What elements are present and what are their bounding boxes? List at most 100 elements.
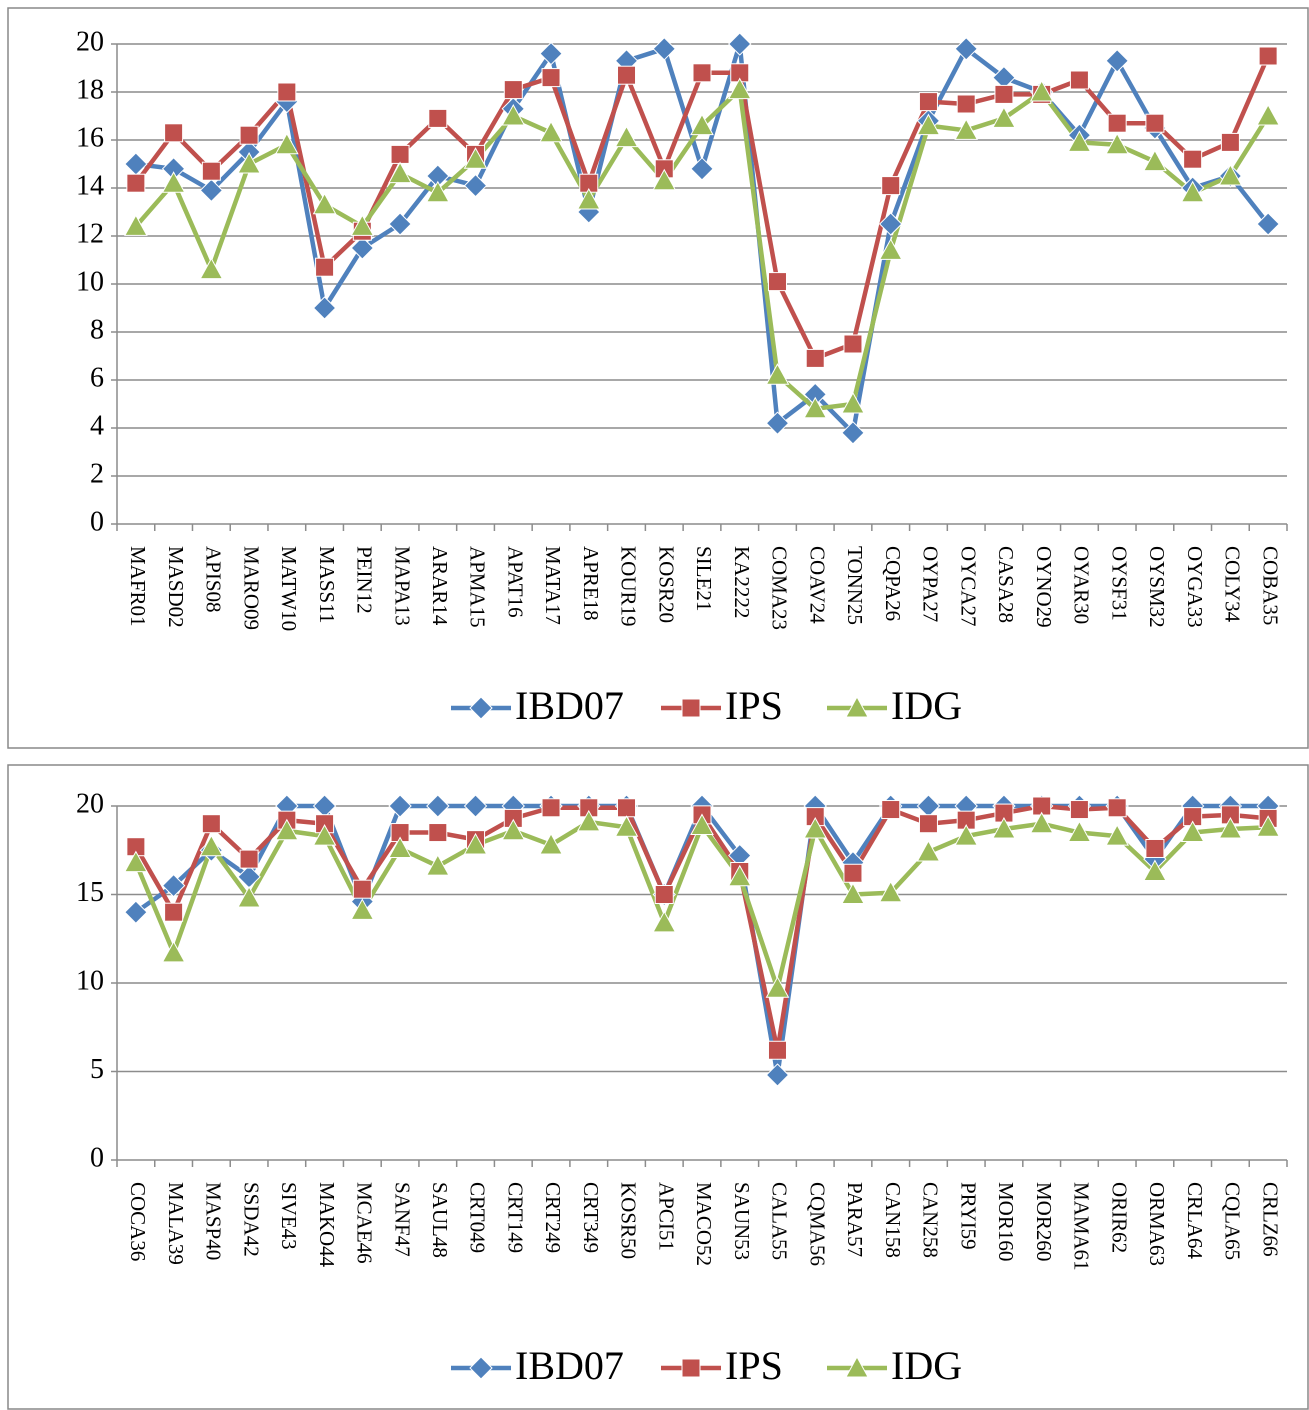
chart-frame	[7, 7, 1309, 749]
marker	[463, 147, 488, 169]
x-tick-label: MASD02	[164, 546, 188, 628]
marker	[428, 823, 448, 843]
x-tick-label: ORMA63	[1145, 1182, 1169, 1266]
marker	[690, 113, 714, 136]
marker	[878, 880, 903, 903]
marker	[916, 113, 941, 136]
x-tick-label: COBA35	[1258, 546, 1282, 625]
x-tick-label: CRLZ66	[1258, 1182, 1282, 1257]
marker	[614, 125, 639, 148]
marker	[161, 940, 186, 963]
x-tick-label: MOR160	[994, 1182, 1018, 1261]
marker	[239, 125, 259, 145]
marker	[274, 818, 299, 841]
x-tick-label: APAT16	[503, 546, 527, 618]
x-tick-label: CQLA65	[1221, 1182, 1245, 1260]
x-tick-label: MAKO44	[315, 1182, 339, 1268]
x-tick-label: MASP40	[202, 1182, 226, 1260]
x-tick-label: MCAE46	[353, 1182, 377, 1264]
legend-label: IDG	[891, 683, 962, 728]
x-tick-label: KOSR20	[654, 546, 678, 623]
marker	[992, 106, 1016, 128]
marker	[164, 123, 184, 143]
marker	[1107, 798, 1127, 818]
marker	[1180, 820, 1205, 843]
legend-label: IPS	[725, 683, 783, 728]
marker	[1029, 79, 1054, 102]
marker	[388, 161, 412, 184]
marker	[1067, 130, 1092, 152]
x-tick-label: MATW10	[277, 546, 301, 631]
x-tick-label: OYSF31	[1107, 546, 1131, 621]
marker	[539, 120, 563, 143]
marker	[199, 834, 224, 857]
x-tick-label: CQMA56	[805, 1182, 829, 1266]
marker	[277, 82, 297, 102]
x-tick-label: OYSM32	[1145, 546, 1169, 628]
marker	[199, 178, 224, 203]
legend-label: IDG	[891, 1343, 962, 1388]
marker	[350, 236, 375, 260]
y-tick-label: 4	[90, 410, 104, 441]
marker	[765, 411, 790, 435]
marker	[352, 879, 372, 899]
marker	[652, 168, 677, 191]
marker	[681, 1358, 701, 1378]
y-tick-label: 15	[76, 877, 104, 908]
marker	[1105, 824, 1130, 846]
x-tick-label: MAPA13	[390, 546, 414, 626]
marker	[841, 391, 865, 414]
x-tick-label: OYPA27	[919, 546, 943, 622]
x-tick-label: OYAR30	[1070, 546, 1094, 624]
marker	[727, 77, 752, 100]
x-tick-label: COAV24	[805, 546, 829, 624]
marker	[576, 809, 601, 832]
marker	[239, 849, 259, 869]
x-tick-label: CALA55	[768, 1182, 792, 1260]
marker	[274, 132, 299, 155]
marker	[954, 37, 978, 61]
marker	[1143, 149, 1167, 172]
marker	[539, 832, 563, 855]
marker	[312, 824, 337, 846]
x-tick-label: APRE18	[579, 546, 603, 621]
marker	[918, 814, 938, 834]
marker	[426, 794, 450, 818]
x-tick-label: CRT149	[503, 1182, 527, 1253]
y-tick-label: 14	[76, 170, 104, 201]
y-tick-label: 0	[90, 506, 104, 537]
marker	[617, 65, 637, 85]
marker	[237, 151, 261, 174]
x-tick-label: OYGA33	[1183, 546, 1207, 628]
y-tick-label: 20	[76, 26, 104, 57]
marker	[541, 798, 561, 818]
marker	[692, 63, 712, 83]
x-tick-label: SAUN53	[730, 1182, 754, 1260]
x-tick-label: TONN25	[843, 546, 867, 625]
x-tick-label: ORIR62	[1107, 1182, 1131, 1253]
x-tick-label: CASA28	[994, 546, 1018, 623]
marker	[1069, 70, 1089, 90]
marker	[728, 32, 752, 56]
marker	[501, 103, 526, 126]
marker	[1105, 132, 1130, 155]
marker	[803, 816, 828, 839]
x-tick-label: APMA15	[466, 546, 490, 628]
marker	[918, 92, 938, 112]
x-tick-label: SIVE43	[277, 1182, 301, 1250]
marker	[765, 363, 790, 385]
x-tick-label: MASS11	[315, 546, 339, 623]
marker	[350, 898, 375, 920]
y-tick-label: 0	[90, 1142, 104, 1173]
marker	[881, 176, 901, 196]
x-tick-label: COLY34	[1221, 546, 1245, 623]
marker	[954, 824, 979, 846]
legend-label: IPS	[725, 1343, 783, 1388]
x-tick-label: CRLA64	[1183, 1182, 1207, 1260]
x-tick-label: PARA57	[843, 1182, 867, 1257]
marker	[201, 814, 221, 834]
marker	[1067, 820, 1092, 843]
marker	[1107, 113, 1127, 133]
x-tick-label: OYNO29	[1032, 546, 1056, 628]
marker	[1256, 815, 1280, 837]
